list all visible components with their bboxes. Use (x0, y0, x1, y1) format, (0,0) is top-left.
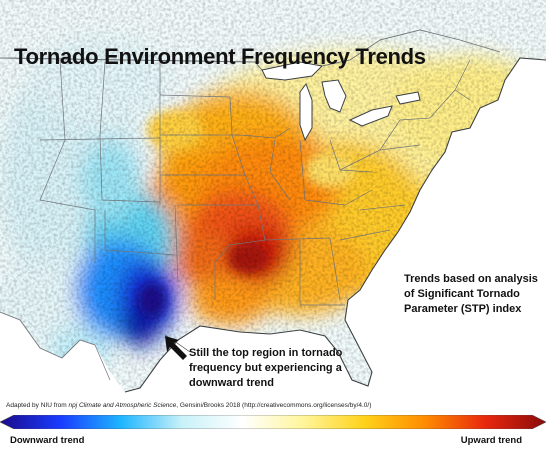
international-borders (0, 29, 501, 359)
map-title: Tornado Environment Frequency Trends (14, 44, 426, 69)
analysis-note-line: Parameter (STP) index (404, 303, 522, 315)
analysis-note-line: of Significant Tornado (404, 288, 520, 300)
us-trend-map (0, 0, 546, 393)
upward-trend-label: Upward trend (460, 435, 522, 446)
credit-journal: npj Climate and Atmospheric Science (68, 402, 177, 409)
coastlines (124, 57, 546, 393)
colorbar-gradient (0, 415, 546, 429)
source-credit: Adapted by NIU from npj Climate and Atmo… (6, 402, 371, 409)
great-lakes (261, 61, 421, 142)
pointer-arrow-icon (165, 336, 187, 360)
texas-note-line: downward trend (189, 377, 274, 389)
credit-suffix: , Gensini/Brooks 2018 (http://creativeco… (176, 402, 372, 409)
texas-note-line: Still the top region in tornado (189, 347, 343, 359)
analysis-note-line: Trends based on analysis (404, 273, 538, 285)
trend-colorbar (0, 415, 546, 429)
analysis-note: Trends based on analysis of Significant … (404, 272, 538, 317)
texas-note: Still the top region in tornado frequenc… (189, 346, 342, 391)
downward-trend-label: Downward trend (10, 435, 85, 446)
credit-prefix: Adapted by NIU from (6, 402, 69, 409)
texas-note-line: frequency but experiencing a (189, 362, 342, 374)
